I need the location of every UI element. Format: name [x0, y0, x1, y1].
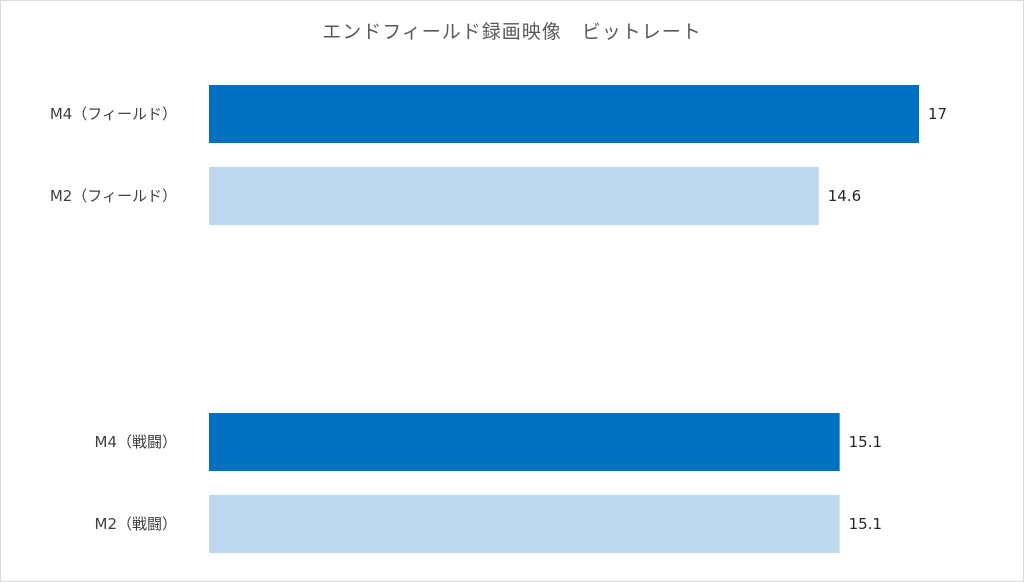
category-label-2: M4（戦闘）	[95, 433, 178, 451]
bar-0	[209, 85, 919, 143]
chart-title: エンドフィールド録画映像 ビットレート	[322, 21, 702, 43]
bar-3	[209, 495, 840, 553]
category-label-3: M2（戦闘）	[95, 515, 178, 533]
category-label-0: M4（フィールド）	[50, 105, 177, 123]
bar-2	[209, 413, 840, 471]
category-label-1: M2（フィールド）	[50, 187, 177, 205]
value-label-2: 15.1	[849, 433, 882, 451]
bar-1	[209, 167, 819, 225]
value-label-1: 14.6	[828, 187, 861, 205]
value-label-0: 17	[928, 105, 947, 123]
value-label-3: 15.1	[849, 515, 882, 533]
